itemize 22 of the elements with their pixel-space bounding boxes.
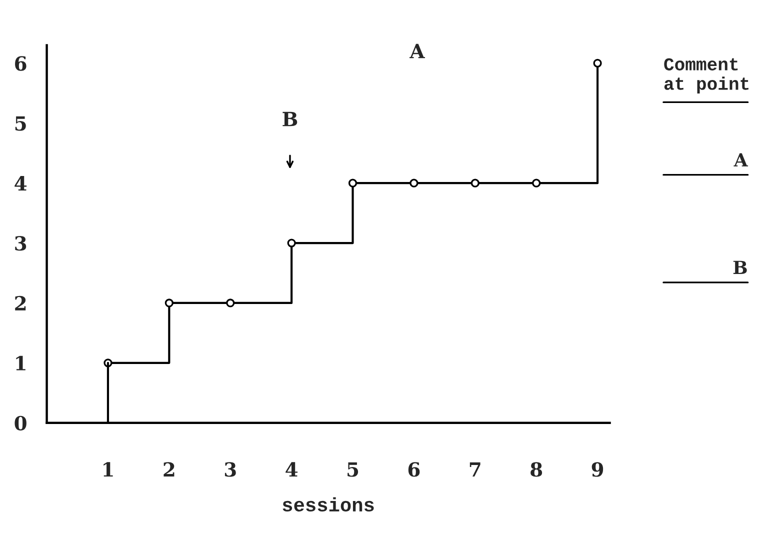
annotation: A xyxy=(410,44,425,58)
annotation: B xyxy=(282,112,298,126)
y-tick-label: 4 xyxy=(14,176,27,190)
x-tick-label: 3 xyxy=(224,462,236,477)
y-tick-label: 3 xyxy=(15,236,26,251)
x-tick-label: 4 xyxy=(286,462,298,477)
x-tick-label: 2 xyxy=(164,462,174,477)
x-tick-label: 8 xyxy=(530,462,542,477)
y-tick-label: 1 xyxy=(16,356,26,370)
y-tick-label: 6 xyxy=(15,56,26,71)
x-axis-title: sessions xyxy=(282,497,374,512)
text: A xyxy=(734,153,748,166)
text: Comment at point xyxy=(664,58,748,94)
x-tick-label: 5 xyxy=(348,462,358,477)
y-tick-label: 2 xyxy=(15,296,26,310)
text: B xyxy=(733,260,747,274)
x-tick-label: 6 xyxy=(408,462,420,477)
y-tick-label: 5 xyxy=(15,116,26,131)
x-tick-label: 7 xyxy=(470,462,480,477)
x-tick-label: 9 xyxy=(592,462,604,477)
x-tick-label: 1 xyxy=(104,462,113,477)
y-tick-label: 0 xyxy=(14,416,26,431)
